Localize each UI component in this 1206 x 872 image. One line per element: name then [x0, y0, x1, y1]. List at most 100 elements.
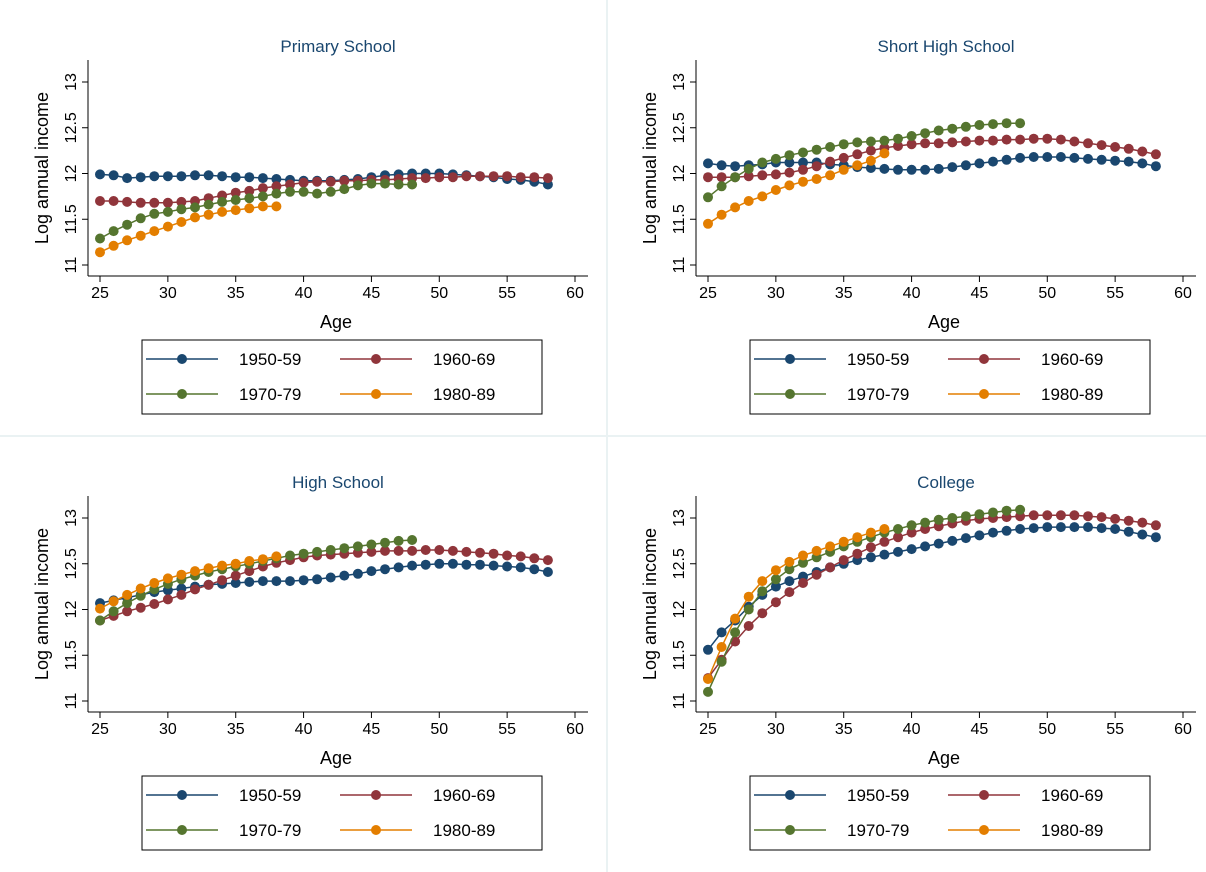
- legend-label: 1980-89: [433, 821, 495, 840]
- y-axis-label: Log annual income: [640, 92, 660, 244]
- data-point: [1110, 155, 1121, 166]
- data-point: [1137, 529, 1148, 540]
- data-point: [1028, 152, 1039, 162]
- legend-label: 1960-69: [1041, 786, 1103, 805]
- x-tick-label: 25: [699, 285, 717, 302]
- x-tick-label: 60: [566, 721, 584, 738]
- data-point: [730, 202, 741, 213]
- data-point: [217, 206, 228, 217]
- data-point: [176, 204, 187, 215]
- data-point: [743, 163, 754, 174]
- data-point: [203, 199, 214, 210]
- data-point: [716, 160, 727, 171]
- data-point: [879, 163, 890, 174]
- data-point: [784, 157, 795, 168]
- data-point: [1028, 523, 1039, 534]
- data-point: [176, 171, 187, 182]
- legend-marker: [371, 825, 381, 835]
- x-tick-label: 30: [159, 721, 177, 738]
- data-point: [960, 160, 971, 171]
- y-tick-label: 13: [63, 73, 80, 91]
- legend-label: 1970-79: [847, 385, 909, 404]
- data-point: [1015, 524, 1026, 534]
- data-point: [312, 188, 323, 199]
- data-point: [162, 197, 173, 208]
- data-point: [95, 603, 105, 614]
- data-point: [271, 181, 282, 192]
- data-point: [757, 157, 768, 168]
- legend-label: 1950-59: [239, 350, 301, 369]
- data-point: [865, 145, 876, 156]
- legend-label: 1960-69: [433, 350, 495, 369]
- legend-label: 1950-59: [239, 786, 301, 805]
- y-tick-label: 12.5: [63, 548, 80, 579]
- data-point: [366, 178, 377, 189]
- x-tick-label: 30: [767, 285, 785, 302]
- data-point: [339, 570, 350, 581]
- data-point: [149, 578, 160, 588]
- legend-label: 1980-89: [1041, 821, 1103, 840]
- data-point: [230, 187, 241, 198]
- data-point: [122, 606, 133, 617]
- data-point: [933, 538, 944, 549]
- data-point: [162, 171, 173, 182]
- data-point: [162, 594, 173, 605]
- data-point: [380, 545, 390, 556]
- data-point: [488, 560, 499, 571]
- x-tick-label: 25: [699, 721, 717, 738]
- data-point: [960, 121, 971, 132]
- legend-label: 1970-79: [239, 821, 301, 840]
- data-point: [380, 178, 390, 189]
- data-point: [407, 179, 418, 190]
- data-point: [271, 576, 282, 587]
- data-point: [825, 562, 836, 573]
- data-point: [271, 188, 282, 199]
- chart-panel: High School 25 30 35 40 45 50 55 60 11 11.5 12 12.5 1…: [32, 473, 588, 851]
- data-point: [879, 524, 890, 534]
- data-point: [1150, 149, 1161, 160]
- data-point: [352, 180, 363, 191]
- legend: 1950-59 1960-69 1970-79 1980-89: [141, 775, 543, 851]
- data-point: [149, 208, 160, 219]
- data-point: [1083, 511, 1093, 522]
- data-point: [865, 155, 876, 166]
- data-point: [244, 193, 255, 204]
- data-point: [271, 174, 282, 184]
- data-point: [149, 197, 160, 208]
- data-point: [312, 176, 323, 187]
- data-point: [703, 172, 713, 183]
- data-point: [716, 172, 727, 183]
- data-point: [190, 584, 200, 595]
- legend-box: [141, 775, 543, 851]
- legend-marker: [371, 389, 381, 399]
- series-line: [707, 156, 1157, 171]
- x-tick-label: 50: [430, 285, 448, 302]
- data-point: [407, 560, 418, 571]
- x-tick-label: 45: [971, 285, 989, 302]
- data-point: [920, 138, 931, 149]
- data-point: [1110, 524, 1121, 534]
- data-point: [542, 567, 553, 577]
- data-point: [95, 247, 105, 258]
- data-point: [988, 156, 998, 167]
- data-point: [852, 548, 863, 559]
- data-point: [108, 196, 119, 206]
- data-point: [893, 164, 903, 175]
- data-point: [865, 552, 876, 563]
- data-point: [865, 163, 876, 173]
- data-point: [312, 546, 323, 557]
- chart-panel: Short High School 25 30 35 40 45 50 55 60 11 11.5 1…: [640, 37, 1196, 415]
- y-tick-label: 13: [63, 509, 80, 527]
- data-point: [447, 172, 458, 183]
- data-point: [743, 604, 754, 615]
- data-point: [135, 172, 146, 183]
- data-point: [1055, 152, 1066, 162]
- data-point: [1150, 520, 1161, 531]
- data-point: [1083, 153, 1093, 164]
- legend-label: 1950-59: [847, 786, 909, 805]
- data-point: [1137, 146, 1148, 157]
- data-point: [393, 179, 404, 190]
- data-point: [230, 205, 241, 216]
- data-point: [1110, 513, 1121, 524]
- x-tick-label: 50: [1038, 285, 1056, 302]
